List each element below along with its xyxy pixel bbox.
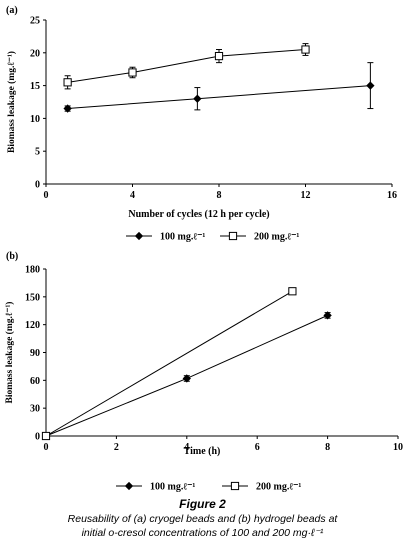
y-tick-label-b: 30	[30, 404, 40, 415]
x-axis-label-a: Number of cycles (12 h per cycle)	[128, 209, 269, 220]
data-point-a-1	[214, 51, 224, 61]
legend-marker-a-0	[134, 231, 144, 241]
data-point-a-1	[301, 45, 310, 54]
y-tick-label-b: 90	[30, 348, 40, 359]
y-tick-label-b: 60	[30, 376, 40, 387]
legend-label-b-0: 100 mg.ℓ⁻¹	[150, 482, 195, 493]
panel-label-b: (b)	[6, 251, 18, 262]
data-point-b-1	[288, 287, 297, 296]
series-a-0	[63, 62, 375, 113]
y-axis-label-a: Biomass leakage (mg.ℓ⁻¹)	[6, 51, 17, 153]
y-tick-label-b: 0	[35, 432, 40, 443]
y-tick-label-a: 20	[30, 48, 40, 59]
legend-b: 100 mg.ℓ⁻¹ 200 mg.ℓ⁻¹	[116, 482, 301, 493]
data-point-a-0	[193, 94, 202, 103]
x-tick-label-b: 4	[184, 442, 189, 453]
figure-caption-line-1: Reusability of (a) cryogel beads and (b)…	[67, 513, 338, 525]
panel-label-a: (a)	[6, 5, 18, 16]
chart-panel-a: (a) 0 5 10 15 20 25 0 4 8 12 16 Number of cycles (12…	[6, 5, 397, 243]
y-tick-label-a: 5	[35, 147, 40, 158]
series-b-1	[41, 287, 297, 441]
x-tick-label-b: 10	[393, 442, 403, 453]
figure-caption-line-2: initial o-cresol concentrations of 100 a…	[81, 527, 324, 539]
legend-marker-a-1	[228, 231, 238, 241]
y-tick-label-b: 180	[25, 265, 40, 276]
y-axis-label-b: Biomass leakage (mg.ℓ⁻¹)	[4, 302, 15, 404]
data-point-a-0	[63, 104, 72, 113]
y-tick-label-a: 0	[35, 180, 40, 191]
data-point-a-0	[366, 81, 375, 90]
x-tick-label-b: 8	[325, 442, 330, 453]
series-line-b-1	[45, 290, 293, 437]
y-tick-label-b: 150	[25, 292, 40, 303]
figure-caption: Reusability of (a) cryogel beads and (b)…	[0, 512, 405, 540]
series-line-a-0	[67, 85, 371, 110]
x-tick-label-a: 12	[301, 190, 311, 201]
x-tick-label-a: 4	[130, 190, 135, 201]
legend-marker-b-1	[230, 481, 240, 491]
legend-a: 100 mg.ℓ⁻¹ 200 mg.ℓ⁻¹	[126, 232, 299, 243]
x-tick-label-a: 0	[44, 190, 49, 201]
legend-marker-b-0	[124, 481, 134, 491]
series-line-a-1	[67, 49, 306, 83]
y-tick-label-a: 15	[30, 81, 40, 92]
x-tick-label-b: 0	[44, 442, 49, 453]
x-tick-label-b: 2	[114, 442, 119, 453]
chart-panel-b: (b) 0 30 60 90 120 150 180 0 2 4 6 8 10 Time (h) Biomas…	[4, 251, 403, 493]
data-point-a-1	[128, 68, 137, 77]
legend-label-b-1: 200 mg.ℓ⁻¹	[256, 482, 301, 493]
y-tick-label-a: 10	[30, 114, 40, 125]
x-tick-label-a: 16	[387, 190, 397, 201]
legend-label-a-1: 200 mg.ℓ⁻¹	[254, 232, 299, 243]
series-b-0	[41, 311, 332, 441]
x-tick-label-b: 6	[255, 442, 260, 453]
figure-title: Figure 2	[179, 497, 226, 511]
y-tick-label-a: 25	[30, 16, 40, 27]
x-axis-label-b: Time (h)	[184, 446, 221, 457]
data-point-a-1	[63, 78, 72, 87]
series-a-1	[63, 43, 310, 90]
y-tick-label-b: 120	[25, 320, 40, 331]
x-tick-label-a: 8	[217, 190, 222, 201]
data-point-b-0	[323, 311, 332, 320]
data-point-b-1	[41, 431, 51, 441]
legend-label-a-0: 100 mg.ℓ⁻¹	[160, 232, 205, 243]
data-point-b-0	[182, 374, 191, 383]
